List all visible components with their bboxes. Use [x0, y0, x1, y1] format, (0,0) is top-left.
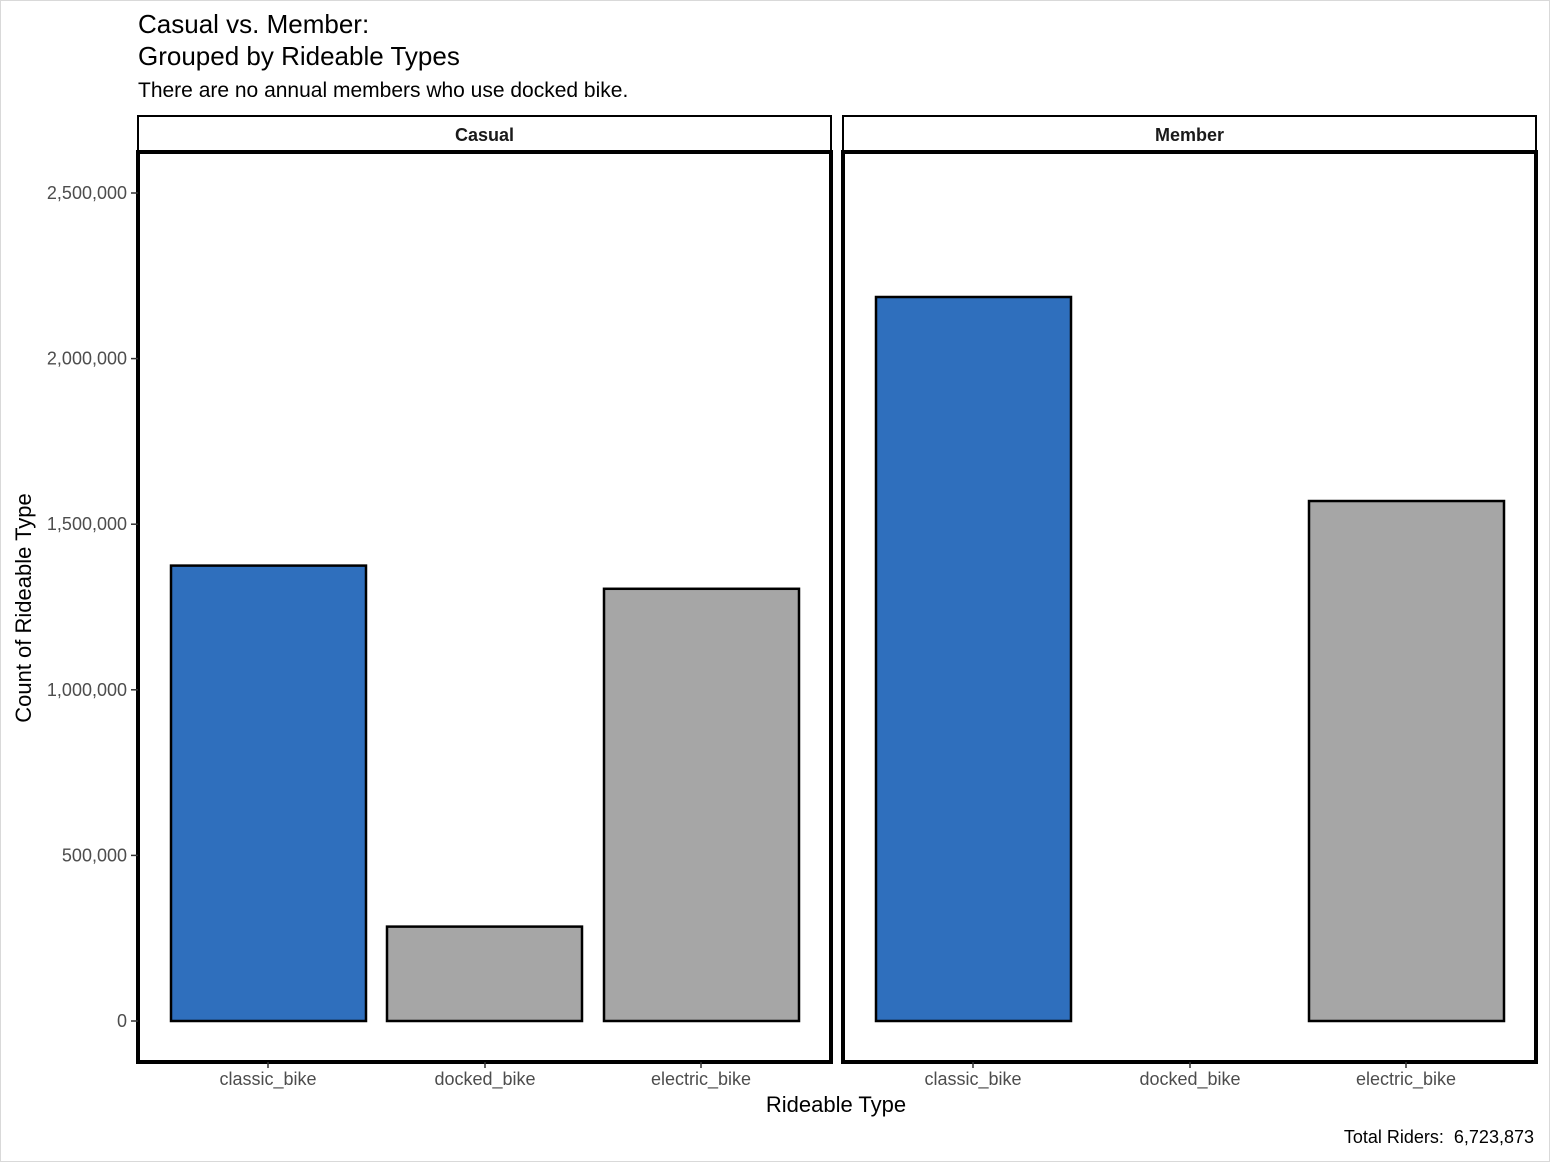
y-tick-label: 500,000 — [62, 845, 127, 865]
x-tick-label: docked_bike — [434, 1069, 535, 1090]
facet-strip-label: Member — [1155, 125, 1224, 145]
facet-panels: Casual classic_bike docked_bike electric_bi… — [136, 115, 1538, 1090]
y-tick-label: 1,000,000 — [47, 680, 127, 700]
facet-strip-label: Casual — [455, 125, 514, 145]
y-tick-label: 2,000,000 — [47, 349, 127, 369]
x-tick-label: classic_bike — [219, 1069, 316, 1090]
bar-casual-electric-bike — [602, 587, 801, 1023]
chart-title-line2: Grouped by Rideable Types — [138, 41, 460, 71]
facet-casual: Casual classic_bike docked_bike electric_bi… — [136, 115, 833, 1090]
bar-casual-classic-bike — [169, 564, 368, 1023]
facet-strip — [137, 115, 832, 153]
chart-subtitle: There are no annual members who use dock… — [138, 79, 628, 102]
chart-caption: Total Riders: 6,723,873 — [1344, 1127, 1534, 1147]
chart-title-line1: Casual vs. Member: — [138, 9, 369, 39]
x-tick-label: electric_bike — [1356, 1069, 1456, 1090]
y-axis-label: Count of Rideable Type — [11, 493, 36, 723]
y-tick-label: 1,500,000 — [47, 514, 127, 534]
x-tick-label: classic_bike — [924, 1069, 1021, 1090]
bar-member-electric-bike — [1307, 499, 1506, 1023]
y-tick-label: 0 — [117, 1011, 127, 1031]
y-tick-label: 2,500,000 — [47, 183, 127, 203]
x-tick-label: docked_bike — [1139, 1069, 1240, 1090]
x-tick-label: electric_bike — [651, 1069, 751, 1090]
bar-casual-docked-bike — [385, 925, 584, 1023]
bar-member-classic-bike — [874, 295, 1073, 1023]
y-axis: 0 500,000 1,000,000 1,500,000 2,000,000 2,500… — [47, 183, 138, 1031]
chart-titles: Casual vs. Member: Grouped by Rideable T… — [138, 9, 628, 102]
facet-member: Member classic_bike docked_bike electric_bi… — [841, 115, 1538, 1090]
x-axis-label: Rideable Type — [766, 1092, 906, 1117]
